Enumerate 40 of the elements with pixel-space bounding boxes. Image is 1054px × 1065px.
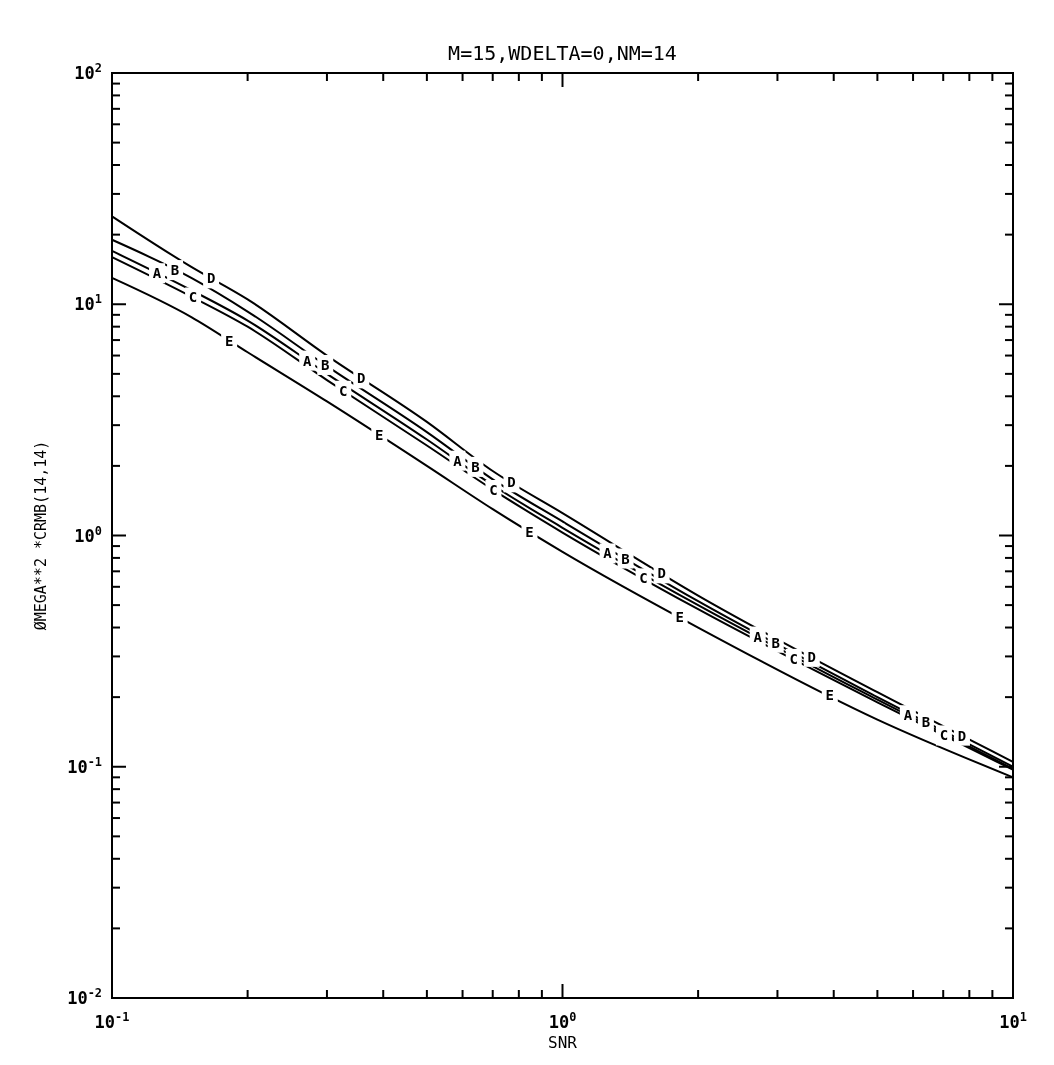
series-label: E: [224, 332, 234, 349]
text: C: [188, 289, 198, 306]
text: A: [152, 265, 162, 282]
x-tick-label: 10$^{0}$: [548, 1010, 577, 1032]
y-axis-title: ØMEGA**2 *CRMB(14,14): [32, 440, 50, 631]
text: B: [921, 714, 931, 731]
text: D: [507, 474, 516, 491]
x-tick-label: 10$^{1}$: [999, 1010, 1027, 1032]
y-tick-label: 10$^{-1}$: [67, 754, 102, 777]
text: C: [789, 650, 798, 667]
text: C: [339, 382, 348, 399]
text: D: [957, 727, 967, 744]
text: A: [453, 452, 462, 469]
x-tick-label: 10$^{-1}$: [94, 1010, 130, 1032]
text: D: [206, 270, 216, 287]
series-label: C: [489, 482, 498, 498]
text: E: [375, 427, 384, 444]
x-axis-title: SNR: [548, 1033, 578, 1052]
text: A: [753, 628, 762, 645]
series-label: D: [357, 370, 366, 387]
y-tick-label: 10$^{2}$: [74, 61, 102, 83]
text: B: [621, 550, 630, 567]
text: B: [771, 634, 780, 651]
text: C: [939, 727, 949, 744]
text: B: [471, 458, 480, 475]
text: A: [303, 352, 312, 369]
text: A: [603, 545, 612, 562]
chart-title: M=15,WDELTA=0,NM=14: [448, 41, 677, 65]
text: E: [525, 523, 534, 540]
series-label: B: [321, 356, 330, 373]
text: D: [657, 565, 666, 582]
text: B: [170, 262, 180, 279]
text: E: [675, 609, 684, 626]
text: C: [639, 570, 648, 587]
y-tick-label: 10$^{-2}$: [67, 986, 102, 1008]
text: D: [807, 648, 816, 665]
text: E: [825, 687, 835, 704]
y-tick-label: 10$^{1}$: [74, 292, 102, 315]
y-tick-label: 10$^{0}$: [74, 523, 102, 546]
series-label: A: [903, 707, 913, 724]
